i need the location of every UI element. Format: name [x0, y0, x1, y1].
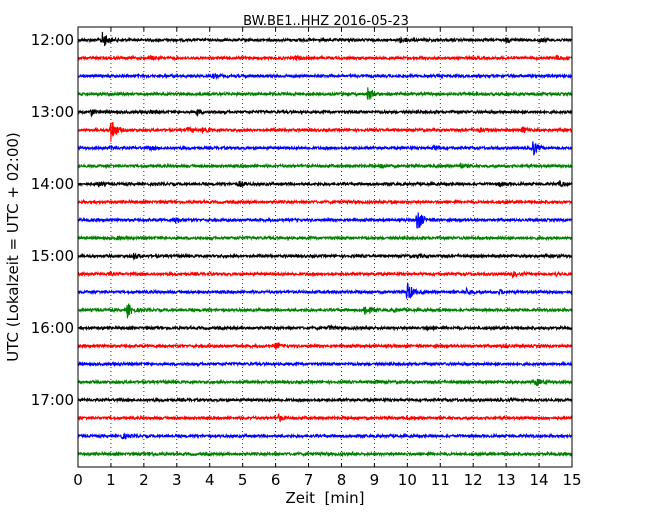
- x-tick-label: 11: [431, 471, 450, 489]
- y-tick-label: 17:00: [31, 391, 74, 409]
- seismic-trace: [77, 396, 573, 404]
- x-tick-label: 1: [106, 471, 116, 489]
- plot-frame: [77, 26, 573, 468]
- seismic-trace: [77, 31, 573, 47]
- x-tick-label: 12: [464, 471, 483, 489]
- seismic-trace: [77, 198, 573, 206]
- traces-layer: [77, 31, 573, 458]
- seismic-trace: [77, 450, 573, 458]
- x-tick-label: 10: [398, 471, 417, 489]
- y-tick-label: 12:00: [31, 31, 74, 49]
- x-tick-label: 5: [238, 471, 248, 489]
- seismic-trace: [77, 87, 573, 101]
- seismic-trace: [77, 212, 573, 229]
- y-axis-label: UTC (Lokalzeit = UTC + 02:00): [4, 132, 22, 362]
- seismic-trace: [77, 108, 573, 118]
- seismic-trace: [77, 234, 573, 242]
- seismic-trace: [77, 282, 573, 300]
- seismic-trace: [77, 141, 573, 156]
- x-tick-label: 15: [562, 471, 581, 489]
- seismic-trace: [77, 378, 573, 387]
- x-tick-label: 7: [304, 471, 314, 489]
- x-tick-label: 2: [139, 471, 149, 489]
- x-tick-label: 3: [172, 471, 182, 489]
- seismic-trace: [77, 432, 573, 441]
- seismic-trace: [77, 162, 573, 170]
- seismic-trace: [77, 360, 573, 368]
- x-tick-label: 14: [530, 471, 549, 489]
- tick-labels-layer: 0 1 2 3 4 5 6 7 8 9 10 11 12 13 14 1512:0013:0014:0015:…: [31, 31, 582, 489]
- x-tick-label: 9: [370, 471, 380, 489]
- seismic-trace: [77, 252, 573, 261]
- x-axis-label: Zeit [min]: [285, 489, 364, 507]
- y-tick-label: 16:00: [31, 319, 74, 337]
- seismic-trace: [77, 270, 573, 280]
- seismic-trace: [77, 122, 573, 142]
- x-tick-label: 8: [337, 471, 347, 489]
- ticks-layer: [77, 27, 573, 467]
- seismic-trace: [77, 72, 573, 81]
- x-tick-label: 13: [497, 471, 516, 489]
- grid-layer: [110, 27, 540, 467]
- y-tick-label: 15:00: [31, 247, 74, 265]
- seismic-trace: [77, 341, 573, 350]
- seismic-trace: [77, 303, 573, 319]
- y-tick-label: 13:00: [31, 103, 74, 121]
- chart-title: BW.BE1..HHZ 2016-05-23: [243, 14, 409, 29]
- seismic-trace: [77, 323, 573, 332]
- seismic-trace: [77, 179, 573, 188]
- seismic-trace: [77, 54, 573, 62]
- x-tick-label: 0: [73, 471, 83, 489]
- x-tick-label: 6: [271, 471, 281, 489]
- seismic-trace: [77, 413, 573, 423]
- x-tick-label: 4: [205, 471, 215, 489]
- y-tick-label: 14:00: [31, 175, 74, 193]
